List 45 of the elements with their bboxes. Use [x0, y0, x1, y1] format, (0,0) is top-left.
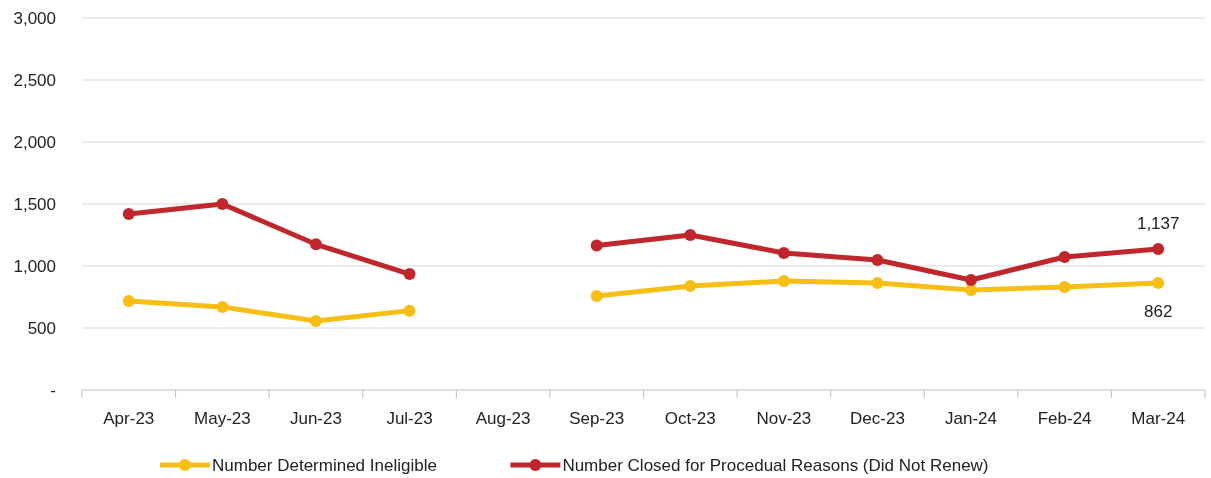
point — [216, 198, 229, 210]
point — [777, 275, 790, 287]
x-tick-label: Jul-23 — [386, 409, 433, 428]
point — [1058, 280, 1071, 293]
point — [965, 284, 978, 297]
data-label: 1,137 — [1136, 214, 1180, 234]
point — [403, 268, 416, 281]
point — [590, 290, 603, 303]
point — [1152, 277, 1165, 290]
legend-label: Number Determined Ineligible — [212, 456, 437, 475]
x-tick-label: Nov-23 — [756, 409, 812, 428]
point — [777, 246, 790, 259]
y-tick-label: 500 — [27, 319, 56, 338]
point — [871, 254, 884, 267]
x-tick-label: Jan-24 — [945, 409, 998, 428]
point — [216, 301, 229, 314]
point — [590, 239, 603, 252]
y-tick-label: 1,000 — [13, 257, 56, 276]
point — [122, 207, 135, 220]
point — [122, 294, 135, 307]
point — [1058, 250, 1071, 263]
point — [871, 276, 884, 289]
point — [684, 279, 697, 292]
x-tick-label: Apr-23 — [103, 409, 155, 428]
x-tick-label: Aug-23 — [475, 409, 531, 428]
data-label: 862 — [1144, 302, 1173, 322]
y-tick-label: 1,500 — [13, 195, 56, 214]
x-tick-label: Sep-23 — [569, 409, 625, 428]
x-tick-label: Jun-23 — [289, 409, 342, 428]
legend-label: Number Closed for Procedual Reasons (Did Not Renew) — [562, 456, 989, 475]
y-tick-label: - — [50, 381, 56, 400]
point — [309, 238, 322, 251]
y-tick-label: 3,000 — [13, 9, 56, 28]
x-tick-label: Feb-24 — [1037, 409, 1092, 428]
y-tick-label: 2,000 — [13, 133, 56, 152]
y-tick-label: 2,500 — [13, 71, 56, 90]
point — [684, 229, 697, 241]
x-tick-label: Dec-23 — [850, 409, 905, 428]
x-tick-label: Oct-23 — [664, 409, 716, 428]
point — [965, 274, 978, 287]
point — [309, 315, 322, 328]
point — [1152, 243, 1165, 256]
point — [403, 304, 416, 317]
x-tick-label: May-23 — [194, 409, 251, 428]
x-tick-label: Mar-24 — [1131, 409, 1186, 428]
